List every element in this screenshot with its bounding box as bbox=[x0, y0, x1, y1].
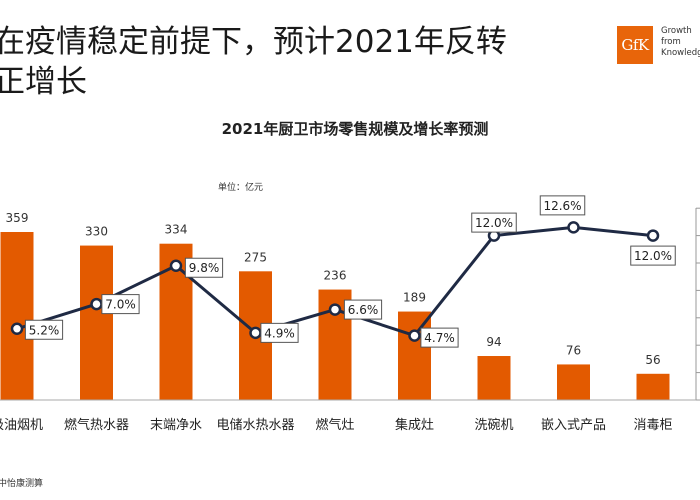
growth-label-box bbox=[184, 257, 224, 278]
growth-label-box bbox=[539, 195, 586, 216]
bar-value-label: 330 bbox=[85, 225, 108, 239]
category-label: 末端净水 bbox=[150, 418, 202, 433]
category-label: 燃气灶 bbox=[315, 417, 354, 433]
growth-label-box bbox=[420, 327, 459, 348]
growth-point-5 bbox=[408, 329, 421, 342]
growth-label: 6.6% bbox=[348, 303, 379, 317]
headline-line-2: 正增长 bbox=[0, 64, 87, 100]
growth-label: 4.9% bbox=[264, 326, 295, 340]
category-label: 嵌入式产品 bbox=[541, 418, 606, 433]
bar-value-label: 76 bbox=[566, 343, 581, 357]
bar-value-label: 236 bbox=[324, 269, 347, 283]
logo-text: GfK bbox=[621, 36, 649, 54]
growth-point-2 bbox=[169, 259, 183, 272]
growth-label: 12.0% bbox=[634, 249, 672, 263]
category-label: 燃气热水器 bbox=[64, 417, 129, 433]
growth-label: 12.6% bbox=[543, 199, 581, 213]
growth-point-8 bbox=[646, 229, 660, 242]
growth-point-1 bbox=[90, 297, 103, 311]
bar-7 bbox=[557, 364, 590, 400]
growth-label: 5.2% bbox=[29, 323, 60, 337]
bar-value-label: 275 bbox=[244, 250, 267, 264]
growth-label-box bbox=[24, 319, 64, 340]
bar-value-label: 334 bbox=[165, 223, 188, 237]
bar-8 bbox=[636, 373, 670, 400]
growth-point-4 bbox=[328, 303, 342, 316]
bar-5 bbox=[398, 311, 431, 400]
bar-1 bbox=[80, 245, 113, 400]
category-label: 洗碗机 bbox=[474, 417, 513, 433]
growth-label-box bbox=[260, 322, 299, 343]
headline: 在疫情稳定前提下，预计2021年反转 正增长 bbox=[0, 22, 560, 102]
category-label: 集成灶 bbox=[395, 417, 434, 433]
source-note: 中怡康测算 bbox=[0, 479, 44, 489]
growth-label-box bbox=[630, 245, 676, 266]
bar-value-label: 189 bbox=[403, 291, 426, 305]
category-label: 消毒柜 bbox=[633, 418, 672, 433]
growth-label-box bbox=[343, 299, 383, 320]
category-label: 吸油烟机 bbox=[0, 418, 43, 433]
gfk-logo: GfK bbox=[617, 26, 653, 64]
bar-value-label: 94 bbox=[486, 335, 501, 349]
growth-label: 4.7% bbox=[424, 331, 455, 345]
growth-label: 7.0% bbox=[105, 298, 136, 312]
bar-6 bbox=[477, 356, 511, 400]
growth-point-0 bbox=[10, 322, 24, 336]
headline-line-1: 在疫情稳定前提下，预计2021年反转 bbox=[0, 24, 507, 60]
growth-label: 9.8% bbox=[189, 261, 220, 275]
growth-label-box bbox=[101, 294, 140, 315]
category-label: 电储水热水器 bbox=[216, 418, 294, 433]
bar-value-label: 359 bbox=[6, 211, 29, 225]
chart-title: 2021年厨卫市场零售规模及增长率预测 bbox=[221, 120, 489, 138]
growth-label: 12.0% bbox=[475, 216, 513, 230]
unit-label: 单位：亿元 bbox=[218, 183, 264, 193]
growth-point-7 bbox=[567, 221, 580, 234]
growth-point-3 bbox=[249, 326, 262, 340]
bar-0 bbox=[0, 232, 34, 400]
logo-tagline: Growth from Knowledge bbox=[661, 26, 700, 58]
bar-value-label: 56 bbox=[645, 353, 660, 367]
growth-label-box bbox=[471, 212, 517, 233]
